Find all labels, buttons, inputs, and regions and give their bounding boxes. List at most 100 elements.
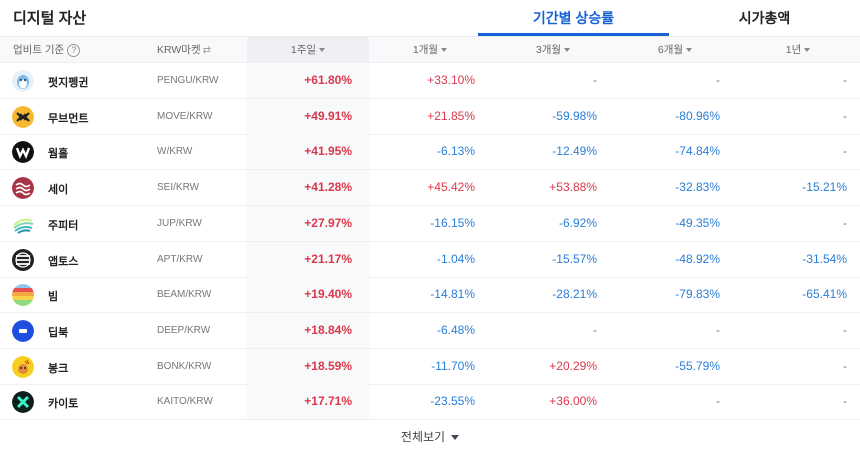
view-all-button[interactable]: 전체보기 <box>0 420 860 454</box>
header-6month[interactable]: 6개월 <box>614 37 736 63</box>
change-1month: -16.15% <box>430 215 475 230</box>
coin-name[interactable]: 웜홀 <box>48 148 69 161</box>
change-1week: +27.97% <box>304 215 352 230</box>
table-row[interactable]: 앱토스 APT/KRW +21.17% -1.04% -15.57% -48.92% -31… <box>0 241 860 278</box>
table-row[interactable]: 주피터 JUP/KRW +27.97% -16.15% -6.92% -49.35% - <box>0 205 860 242</box>
change-3month: -28.21% <box>552 287 597 302</box>
help-icon[interactable]: ? <box>67 43 81 57</box>
table-row[interactable]: 무브먼트 MOVE/KRW +49.91% +21.85% -59.98% -80.96%… <box>0 98 860 135</box>
sorted-column-bg <box>247 348 369 384</box>
deepbook-icon <box>12 319 34 342</box>
change-6month: -32.83% <box>675 180 720 195</box>
coin-name[interactable]: 봉크 <box>48 362 69 375</box>
header-1month-label: 1개월 <box>412 44 439 56</box>
change-1week: +17.71% <box>304 394 352 409</box>
table-row[interactable]: 빔 BEAM/KRW +19.40% -14.81% -28.21% -79.83% -65… <box>0 277 860 314</box>
change-3month: +20.29% <box>549 358 597 373</box>
change-3month: -59.98% <box>552 108 597 123</box>
aptos-icon <box>12 248 34 271</box>
change-3month: -15.57% <box>552 251 597 266</box>
change-1year: - <box>843 144 847 159</box>
change-1month: -14.81% <box>430 287 475 302</box>
change-1year: - <box>843 215 847 230</box>
tab-market-cap[interactable]: 시가총액 <box>738 10 791 26</box>
sort-caret-icon <box>686 48 693 53</box>
change-3month: - <box>593 322 597 337</box>
chevron-down-icon <box>451 435 460 441</box>
header-1month[interactable]: 1개월 <box>369 37 491 63</box>
sorted-column-bg <box>247 205 369 241</box>
top-bar: 디지털 자산 기간별 상승률 시가총액 <box>0 0 860 36</box>
table-row[interactable]: 봉크 BONK/KRW +18.59% -11.70% +20.29% -55.79% - <box>0 348 860 385</box>
kaito-icon <box>12 391 34 414</box>
change-1week: +41.28% <box>304 180 352 195</box>
change-6month: -48.92% <box>675 251 720 266</box>
table-row[interactable]: 딥북 DEEP/KRW +18.84% -6.48% - - - <box>0 312 860 349</box>
change-1year: -15.21% <box>802 180 847 195</box>
coin-pair: SEI/KRW <box>157 182 200 194</box>
table-row[interactable]: 세이 SEI/KRW +41.28% +45.42% +53.88% -32.83% -15… <box>0 170 860 207</box>
coin-name[interactable]: 빔 <box>48 291 59 304</box>
swap-icon[interactable]: ⇄ <box>202 45 212 56</box>
header-3month-label: 3개월 <box>535 44 562 56</box>
coin-pair: BEAM/KRW <box>157 289 212 301</box>
movement-icon <box>12 105 34 128</box>
change-1month: +33.10% <box>427 73 475 87</box>
coin-pair: JUP/KRW <box>157 217 202 229</box>
sorted-column-bg <box>247 98 369 134</box>
change-3month: - <box>593 73 597 87</box>
sorted-column-bg <box>247 134 369 170</box>
view-all-label: 전체보기 <box>400 430 446 444</box>
header-source-label: 업비트 기준 <box>13 44 65 56</box>
change-6month: -55.79% <box>675 358 720 373</box>
penguin-icon <box>12 70 34 92</box>
change-3month: +53.88% <box>549 180 597 195</box>
jupiter-icon <box>12 212 34 235</box>
header-source: 업비트 기준? <box>13 37 81 63</box>
header-1week-label: 1주일 <box>290 44 317 56</box>
coin-pair: DEEP/KRW <box>157 324 211 336</box>
coin-name[interactable]: 딥북 <box>48 326 69 339</box>
header-6month-label: 6개월 <box>657 44 684 56</box>
change-6month: - <box>716 394 720 409</box>
change-1month: +45.42% <box>427 180 475 195</box>
table-row[interactable]: 펏지펭귄 PENGU/KRW +61.80% +33.10% - - - <box>0 63 860 99</box>
sorted-column-bg <box>247 241 369 277</box>
change-1week: +49.91% <box>304 108 352 123</box>
table-row[interactable]: 웜홀 W/KRW +41.95% -6.13% -12.49% -74.84% - <box>0 134 860 171</box>
change-6month: - <box>716 322 720 337</box>
coin-name[interactable]: 주피터 <box>48 219 79 232</box>
sorted-column-bg <box>247 63 369 98</box>
change-1year: - <box>843 108 847 123</box>
change-1month: -6.13% <box>436 144 475 159</box>
coin-pair: MOVE/KRW <box>157 110 213 122</box>
change-6month: -49.35% <box>675 215 720 230</box>
coin-name[interactable]: 세이 <box>48 184 69 197</box>
header-market-label: KRW마켓 <box>157 44 201 56</box>
header-3month[interactable]: 3개월 <box>492 37 614 63</box>
change-1year: - <box>843 322 847 337</box>
change-1month: -23.55% <box>430 394 475 409</box>
sorted-column-bg <box>247 277 369 313</box>
change-1year: - <box>843 358 847 373</box>
change-1week: +19.40% <box>304 287 352 302</box>
change-6month: -80.96% <box>675 108 720 123</box>
change-1week: +61.80% <box>304 73 352 87</box>
change-6month: -74.84% <box>675 144 720 159</box>
coin-name[interactable]: 카이토 <box>48 398 79 411</box>
header-1week[interactable]: 1주일 <box>247 37 369 63</box>
table-header: 업비트 기준? KRW마켓 ⇄ 1주일 1개월 3개월 6개월 1년 <box>0 36 860 63</box>
coin-pair: APT/KRW <box>157 253 203 265</box>
sort-caret-icon <box>804 48 811 53</box>
sort-caret-icon <box>319 48 326 53</box>
change-1month: -6.48% <box>436 322 475 337</box>
table-row[interactable]: 카이토 KAITO/KRW +17.71% -23.55% +36.00% - - <box>0 384 860 421</box>
change-1year: - <box>843 394 847 409</box>
header-1year[interactable]: 1년 <box>737 37 859 63</box>
tab-period-returns[interactable]: 기간별 상승률 <box>532 10 615 26</box>
change-1month: +21.85% <box>427 108 475 123</box>
coin-name[interactable]: 앱토스 <box>48 255 79 268</box>
header-market[interactable]: KRW마켓 ⇄ <box>157 37 211 63</box>
coin-name[interactable]: 무브먼트 <box>48 112 89 125</box>
coin-name[interactable]: 펏지펭귄 <box>48 77 89 89</box>
